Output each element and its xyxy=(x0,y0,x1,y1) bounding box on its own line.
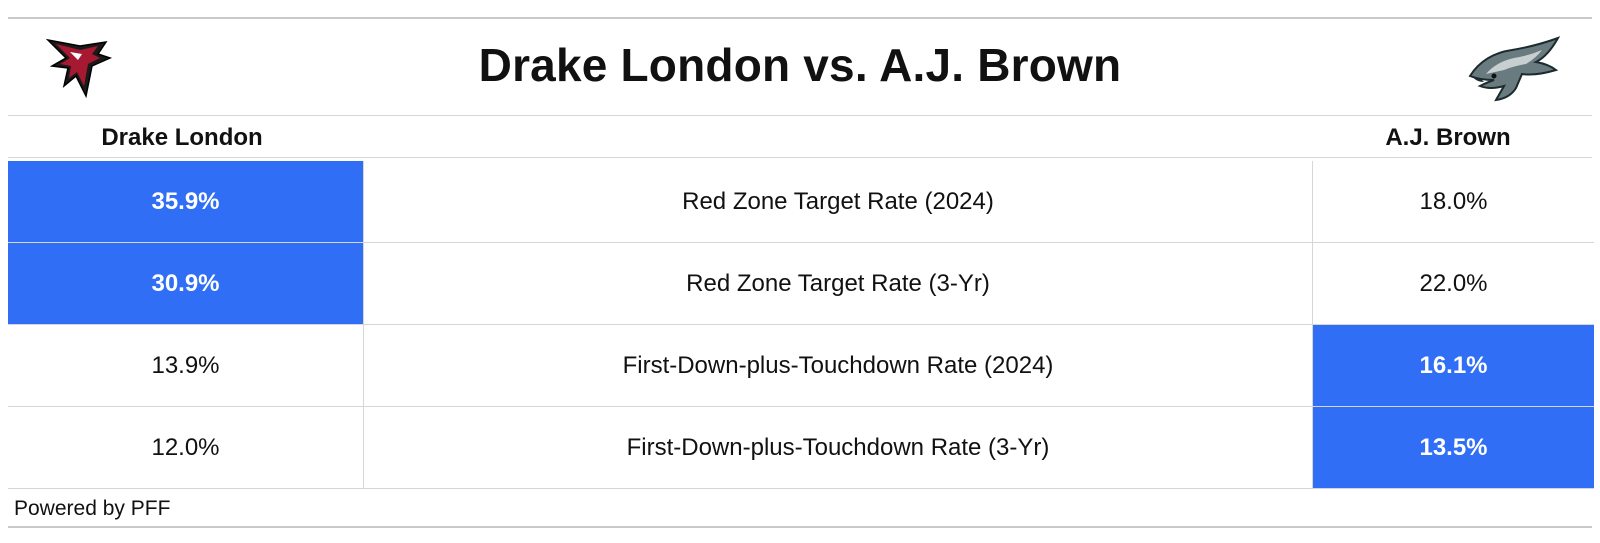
table-row: 12.0% First-Down-plus-Touchdown Rate (3-… xyxy=(8,406,1594,489)
footer-credit: Powered by PFF xyxy=(14,497,171,520)
comparison-table: 35.9% Red Zone Target Rate (2024) 18.0% … xyxy=(8,161,1594,489)
bottom-rule xyxy=(8,526,1592,528)
top-rule xyxy=(8,17,1592,19)
metric-label-cell: First-Down-plus-Touchdown Rate (3-Yr) xyxy=(363,406,1313,489)
page-title: Drake London vs. A.J. Brown xyxy=(478,39,1122,91)
column-header-divider xyxy=(8,157,1592,158)
left-value-cell: 30.9% xyxy=(8,242,364,325)
right-value-cell: 18.0% xyxy=(1312,161,1594,243)
table-row: 13.9% First-Down-plus-Touchdown Rate (20… xyxy=(8,324,1594,407)
left-value-cell: 12.0% xyxy=(8,406,364,489)
right-value-cell: 13.5% xyxy=(1312,406,1594,489)
column-header-left-player: Drake London xyxy=(101,124,263,151)
falcons-logo-icon xyxy=(45,38,113,99)
table-row: 35.9% Red Zone Target Rate (2024) 18.0% xyxy=(8,161,1594,243)
right-value-cell: 22.0% xyxy=(1312,242,1594,325)
metric-label-cell: Red Zone Target Rate (3-Yr) xyxy=(363,242,1313,325)
table-row: 30.9% Red Zone Target Rate (3-Yr) 22.0% xyxy=(8,242,1594,325)
right-value-cell: 16.1% xyxy=(1312,324,1594,407)
metric-label-cell: Red Zone Target Rate (2024) xyxy=(363,161,1313,243)
metric-label-cell: First-Down-plus-Touchdown Rate (2024) xyxy=(363,324,1313,407)
column-header-right-player: A.J. Brown xyxy=(1385,124,1511,151)
left-value-cell: 35.9% xyxy=(8,161,364,243)
eagles-logo-icon xyxy=(1468,36,1561,102)
header-divider xyxy=(8,115,1592,116)
left-value-cell: 13.9% xyxy=(8,324,364,407)
